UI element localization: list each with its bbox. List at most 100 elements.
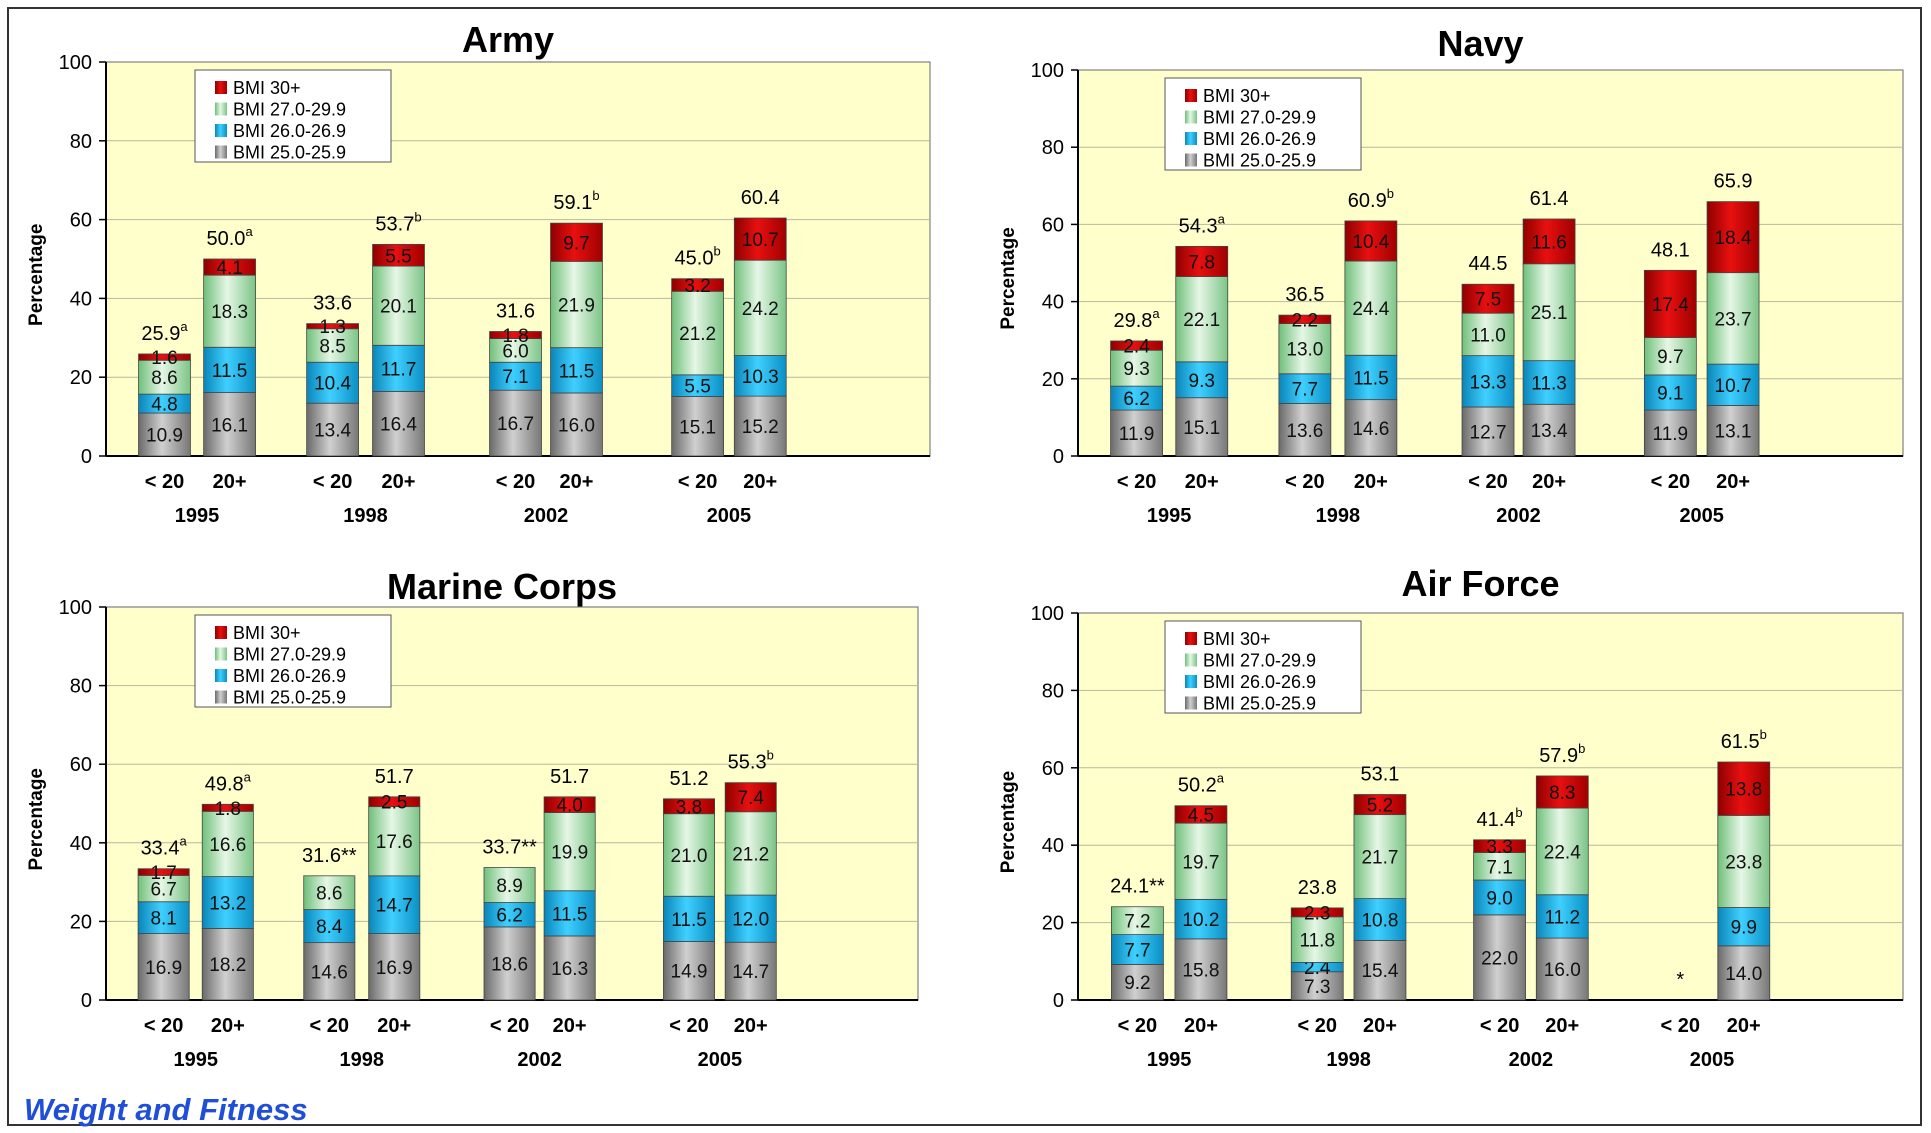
- bmi-30-segment: [1522, 218, 1576, 265]
- x-category-label: 20+: [553, 1015, 587, 1037]
- bmi-26-segment: [1344, 354, 1398, 401]
- segment-label: 11.6: [1531, 232, 1567, 253]
- x-group-label: 2002: [517, 1049, 562, 1071]
- segment-label: 1.6: [151, 348, 177, 369]
- y-tick-label: 40: [70, 833, 92, 855]
- bmi-26-segment: [1353, 898, 1407, 941]
- bmi-27-segment: [733, 259, 787, 356]
- total-label: 41.4b: [1476, 805, 1522, 831]
- chart-title: Air Force: [1401, 563, 1559, 604]
- segment-label: 11.8: [1299, 931, 1335, 952]
- segment-label: 15.1: [679, 417, 716, 438]
- bmi-30-segment: [138, 353, 191, 361]
- bmi-30-segment: [1717, 761, 1771, 816]
- total-label: 51.7: [375, 766, 414, 788]
- segment-label: 13.1: [1715, 422, 1752, 443]
- segment-label: 14.6: [1352, 419, 1389, 440]
- legend-box: [1164, 77, 1362, 171]
- segment-label: 11.3: [1531, 373, 1567, 394]
- bmi-27-segment: [1174, 822, 1228, 900]
- bmi-30-segment: [1174, 805, 1228, 824]
- segment-label: 7.4: [738, 788, 765, 809]
- y-tick-label: 20: [70, 911, 92, 933]
- segment-label: 18.4: [1715, 228, 1752, 249]
- x-category-label: < 20: [1118, 1015, 1157, 1037]
- x-category-label: < 20: [1468, 471, 1507, 493]
- legend-swatch: [215, 102, 227, 116]
- segment-label: 6.2: [496, 906, 522, 927]
- bmi-26-segment: [663, 895, 715, 942]
- segment-label: 16.7: [497, 414, 534, 435]
- y-tick-label: 80: [70, 676, 92, 698]
- segment-label: 9.9: [1731, 918, 1757, 939]
- bmi-26-segment: [1174, 898, 1228, 940]
- segment-label: 13.4: [314, 421, 351, 442]
- total-superscript: a: [244, 769, 252, 784]
- bmi-27-segment: [138, 359, 191, 395]
- bmi-30-segment: [201, 803, 254, 812]
- segment-label: 9.7: [563, 233, 589, 254]
- segment-label: 22.1: [1183, 310, 1220, 331]
- bmi-30-segment: [1344, 220, 1398, 262]
- y-axis-label: Percentage: [998, 771, 1019, 873]
- segment-label: 20.1: [380, 297, 417, 318]
- segment-label: 25.1: [1531, 303, 1568, 324]
- segment-label: 8.6: [316, 884, 342, 905]
- y-tick-label: 100: [1031, 603, 1064, 625]
- bmi-27-segment: [303, 875, 356, 911]
- y-tick-label: 40: [1042, 292, 1064, 314]
- segment-label: 11.5: [671, 910, 707, 931]
- legend-swatch: [1185, 110, 1197, 124]
- bmi-25-segment: [1717, 945, 1771, 1001]
- bmi-25-segment: [137, 933, 190, 1001]
- total-superscript: a: [180, 319, 188, 334]
- legend-box: [194, 69, 392, 163]
- bmi-27-segment: [1111, 906, 1164, 935]
- bmi-30-segment: [489, 331, 542, 339]
- x-category-label: 20+: [1185, 471, 1219, 493]
- bmi-30-segment: [1473, 839, 1526, 853]
- legend-entry: BMI 30+: [233, 78, 301, 98]
- x-category-label: < 20: [310, 1015, 349, 1037]
- x-category-label: < 20: [1480, 1015, 1519, 1037]
- bmi-27-segment: [1290, 916, 1344, 963]
- total-superscript: b: [1578, 741, 1585, 756]
- x-group-label: 2002: [1509, 1049, 1554, 1071]
- bmi-30-segment: [1706, 201, 1760, 274]
- legend-swatch: [215, 647, 227, 661]
- y-tick-label: 60: [1042, 758, 1064, 780]
- total-superscript: b: [1387, 186, 1394, 201]
- total-label: 57.9b: [1539, 741, 1585, 767]
- y-tick-label: 60: [1042, 214, 1064, 236]
- segment-label: 16.9: [145, 958, 182, 979]
- x-category-label: 20+: [213, 471, 247, 493]
- x-group-label: 1995: [173, 1049, 218, 1071]
- bmi-30-segment: [1643, 269, 1697, 338]
- segment-label: 11.5: [552, 904, 588, 925]
- total-label: 59.1b: [553, 188, 599, 214]
- segment-label: 4.8: [151, 395, 177, 416]
- total-superscript: a: [1218, 211, 1226, 226]
- bmi-27-segment: [1344, 260, 1398, 356]
- segment-label: 8.4: [316, 917, 343, 938]
- y-tick-label: 80: [70, 131, 92, 153]
- bmi-27-segment: [203, 274, 256, 348]
- y-tick-label: 20: [1042, 369, 1064, 391]
- segment-label: 16.0: [1544, 960, 1581, 981]
- segment-label: 3.3: [1486, 837, 1512, 858]
- segment-label: 12.0: [732, 910, 769, 931]
- legend-swatch: [1185, 696, 1197, 710]
- segment-label: 15.4: [1361, 961, 1398, 982]
- bmi-25-segment: [1643, 409, 1697, 457]
- total-superscript: a: [245, 224, 253, 239]
- segment-label: 5.5: [684, 377, 710, 398]
- segment-label: 9.7: [1657, 347, 1683, 368]
- segment-label: 23.7: [1715, 309, 1752, 330]
- legend-entry: BMI 30+: [233, 623, 301, 643]
- segment-label: 17.6: [376, 832, 413, 853]
- total-superscript: b: [1515, 805, 1522, 820]
- x-category-label: 20+: [743, 471, 777, 493]
- total-label: 61.4: [1530, 188, 1569, 210]
- y-tick-label: 20: [70, 367, 92, 389]
